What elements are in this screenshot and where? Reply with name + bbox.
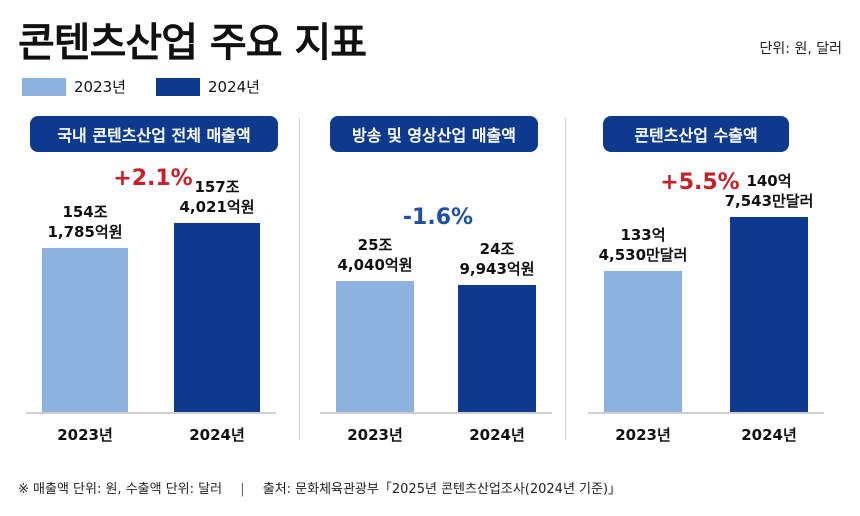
x-tick-label-1-y2023: 2023년 bbox=[57, 426, 113, 444]
chart-title-2: 방송 및 영상산업 매출액 bbox=[330, 116, 538, 152]
legend-item-2023: 2023년 bbox=[22, 76, 126, 97]
baseline-1 bbox=[26, 412, 276, 414]
value-label-3-y2024: 140억 7,543만달러 bbox=[694, 171, 844, 211]
chart-title-1: 국내 콘텐츠산업 전체 매출액 bbox=[30, 116, 278, 152]
legend-label-2023: 2023년 bbox=[74, 78, 126, 96]
value-label-1-y2024: 157조 4,021억원 bbox=[142, 177, 292, 217]
baseline-2 bbox=[320, 412, 552, 414]
bar-1-y2023 bbox=[42, 248, 128, 412]
footnote-unit: ※ 매출액 단위: 원, 수출액 단위: 달러 bbox=[18, 482, 223, 497]
value-label-line: 4,040억원 bbox=[337, 255, 413, 274]
x-tick-label-3-y2023: 2023년 bbox=[615, 426, 671, 444]
value-label-line: 25조 bbox=[357, 235, 393, 254]
baseline-3 bbox=[588, 412, 824, 414]
value-label-3-y2023: 133억 4,530만달러 bbox=[568, 225, 718, 265]
x-tick-label-3-y2024: 2024년 bbox=[741, 426, 797, 444]
legend: 2023년 2024년 bbox=[22, 76, 290, 97]
bar-3-y2024 bbox=[730, 217, 808, 412]
page-title: 콘텐츠산업 주요 지표 bbox=[18, 20, 367, 66]
legend-swatch-2023 bbox=[22, 77, 66, 96]
chart-title-3: 콘텐츠산업 수출액 bbox=[603, 116, 789, 152]
legend-item-2024: 2024년 bbox=[155, 76, 260, 97]
bar-2-y2023 bbox=[336, 280, 414, 412]
panel-divider-1 bbox=[299, 118, 300, 440]
value-label-line: 9,943억원 bbox=[459, 259, 535, 278]
value-label-2-y2024: 24조 9,943억원 bbox=[422, 239, 572, 279]
value-label-line: 133억 bbox=[620, 225, 666, 244]
value-label-line: 1,785억원 bbox=[47, 223, 123, 242]
change-label-3: +5.5% bbox=[660, 170, 740, 195]
bar-1-y2024 bbox=[174, 223, 260, 412]
value-label-1-y2023: 154조 1,785억원 bbox=[10, 202, 160, 242]
value-label-line: 4,021억원 bbox=[179, 198, 255, 217]
x-tick-label-2-y2023: 2023년 bbox=[347, 426, 403, 444]
bar-3-y2023 bbox=[604, 270, 682, 412]
value-label-line: 7,543만달러 bbox=[724, 192, 814, 211]
legend-label-2024: 2024년 bbox=[207, 78, 260, 96]
footnote-separator: | bbox=[240, 482, 245, 497]
value-label-line: 157조 bbox=[194, 178, 240, 197]
footnote-source: 출처: 문화체육관광부「2025년 콘텐츠산업조사(2024년 기준)」 bbox=[262, 482, 622, 497]
footnote: ※ 매출액 단위: 원, 수출액 단위: 달러 | 출처: 문화체육관광부「20… bbox=[18, 478, 621, 497]
legend-swatch-2024 bbox=[155, 77, 200, 96]
value-label-line: 4,530만달러 bbox=[598, 245, 688, 264]
value-label-line: 154조 bbox=[62, 203, 108, 222]
bar-2-y2024 bbox=[458, 284, 536, 412]
x-tick-label-2-y2024: 2024년 bbox=[469, 426, 525, 444]
value-label-line: 140억 bbox=[746, 172, 792, 191]
unit-note: 단위: 원, 달러 bbox=[759, 41, 842, 57]
change-label-2: -1.6% bbox=[402, 205, 474, 230]
x-tick-label-1-y2024: 2024년 bbox=[189, 426, 245, 444]
value-label-line: 24조 bbox=[479, 239, 515, 258]
change-label-1: +2.1% bbox=[113, 166, 193, 191]
panel-divider-2 bbox=[565, 118, 566, 440]
value-label-2-y2023: 25조 4,040억원 bbox=[300, 235, 450, 275]
